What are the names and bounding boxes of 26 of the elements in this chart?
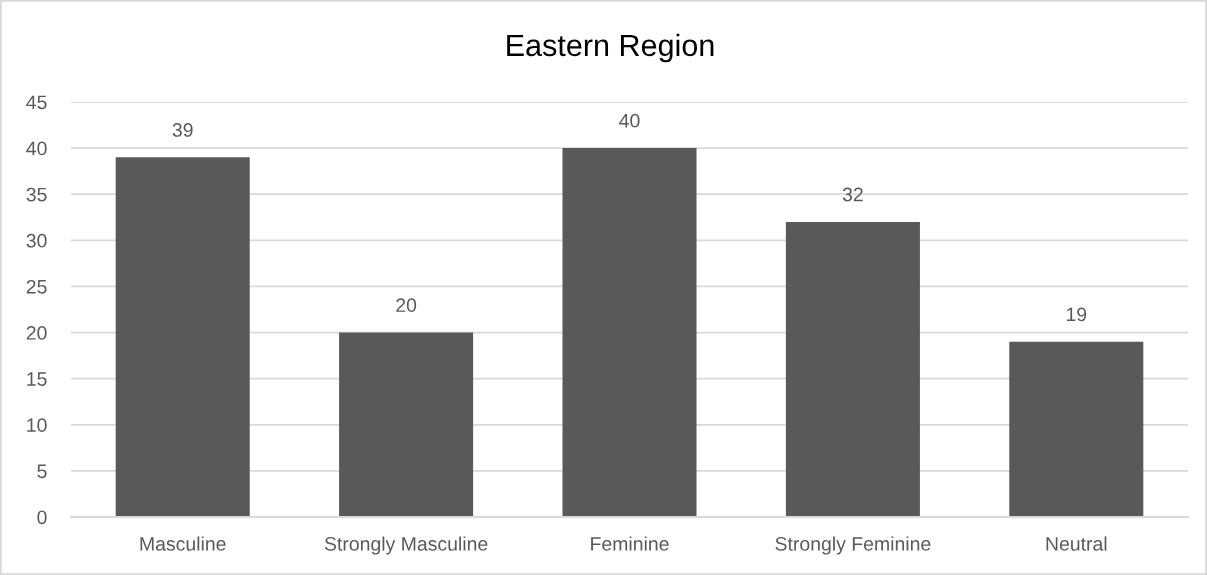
x-tick-label: Strongly Masculine [324, 536, 488, 555]
x-tick-label: Strongly Feminine [775, 536, 931, 555]
chart-title: Eastern Region [507, 33, 714, 63]
y-tick-label: 5 [37, 464, 47, 479]
y-tick-label: 15 [27, 372, 47, 386]
data-label: 32 [842, 187, 863, 202]
y-tick-label: 10 [27, 418, 47, 433]
bar [1009, 341, 1144, 517]
y-tick-label: 30 [26, 233, 47, 248]
y-tick-label: 25 [26, 279, 47, 294]
x-tick-label: Neutral [1046, 536, 1107, 551]
x-tick-label: Masculine [140, 536, 226, 551]
y-tick-label: 35 [26, 187, 47, 202]
data-label: 19 [1066, 307, 1087, 322]
y-tick-label: 0 [37, 510, 47, 525]
bar [785, 221, 920, 517]
y-tick-label: 45 [26, 95, 47, 110]
bar [115, 157, 250, 517]
bar [339, 332, 474, 517]
y-tick-label: 20 [26, 326, 47, 340]
y-tick-label: 40 [26, 141, 47, 156]
x-tick-label: Feminine [591, 536, 669, 551]
data-label: 20 [396, 298, 417, 313]
bar [562, 148, 697, 517]
data-label: 40 [619, 113, 640, 128]
data-label: 39 [172, 123, 193, 137]
